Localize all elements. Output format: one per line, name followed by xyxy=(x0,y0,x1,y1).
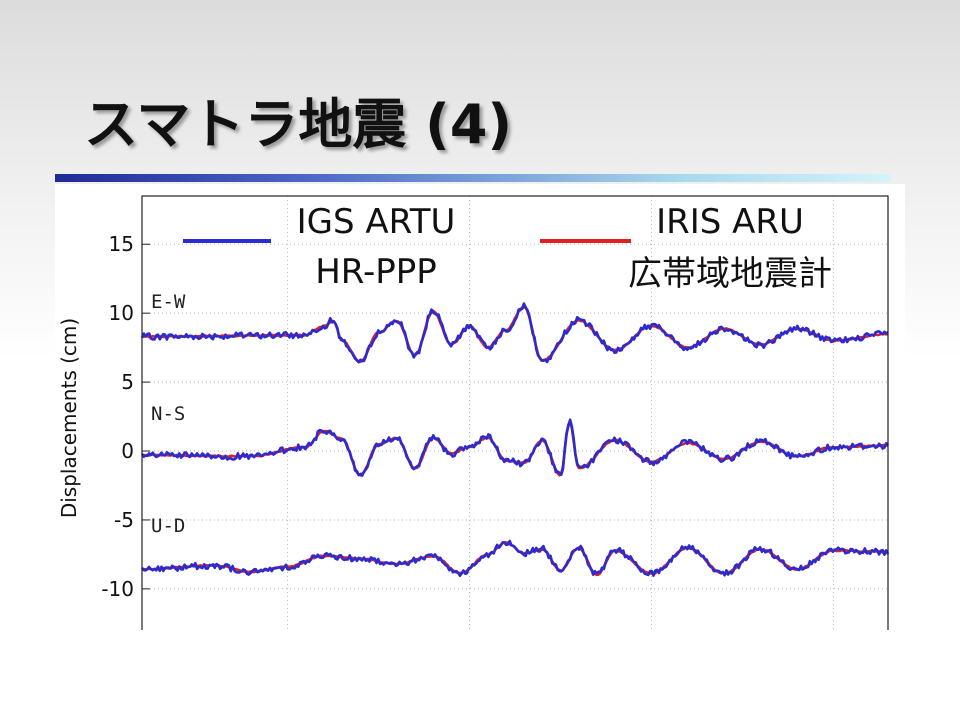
grid-lines xyxy=(142,196,888,630)
y-tick-label: 10 xyxy=(109,301,134,325)
y-tick-label: -5 xyxy=(114,508,134,532)
legend-igs-line1: IGS ARTU xyxy=(297,202,456,242)
series-igs-e-w xyxy=(140,302,889,364)
component-label-ew: E-W xyxy=(151,291,186,313)
series-igs-n-s xyxy=(140,418,890,477)
series-igs-u-d xyxy=(140,539,890,577)
legend: IGS ARTU HR-PPP IRIS ARU 広帯域地震計 xyxy=(183,202,832,294)
component-label-ns: N-S xyxy=(151,403,185,425)
legend-iris-line2: 広帯域地震計 xyxy=(628,254,832,294)
y-axis-title: Displacements (cm) xyxy=(57,318,81,518)
series-layer xyxy=(140,302,890,577)
legend-igs-line2: HR-PPP xyxy=(315,252,437,292)
series-iris-n-s xyxy=(141,420,889,477)
y-tick-label: 0 xyxy=(121,439,134,463)
component-label-ud: U-D xyxy=(151,515,185,537)
title-underline-bar xyxy=(55,174,890,182)
y-tick-label: -10 xyxy=(101,577,134,601)
plot-frame xyxy=(141,195,889,630)
y-tick-label: 5 xyxy=(121,370,134,394)
y-tick-label: 15 xyxy=(109,232,134,256)
slide-title: スマトラ地震 (4) xyxy=(84,93,513,156)
legend-iris-line1: IRIS ARU xyxy=(656,202,804,242)
